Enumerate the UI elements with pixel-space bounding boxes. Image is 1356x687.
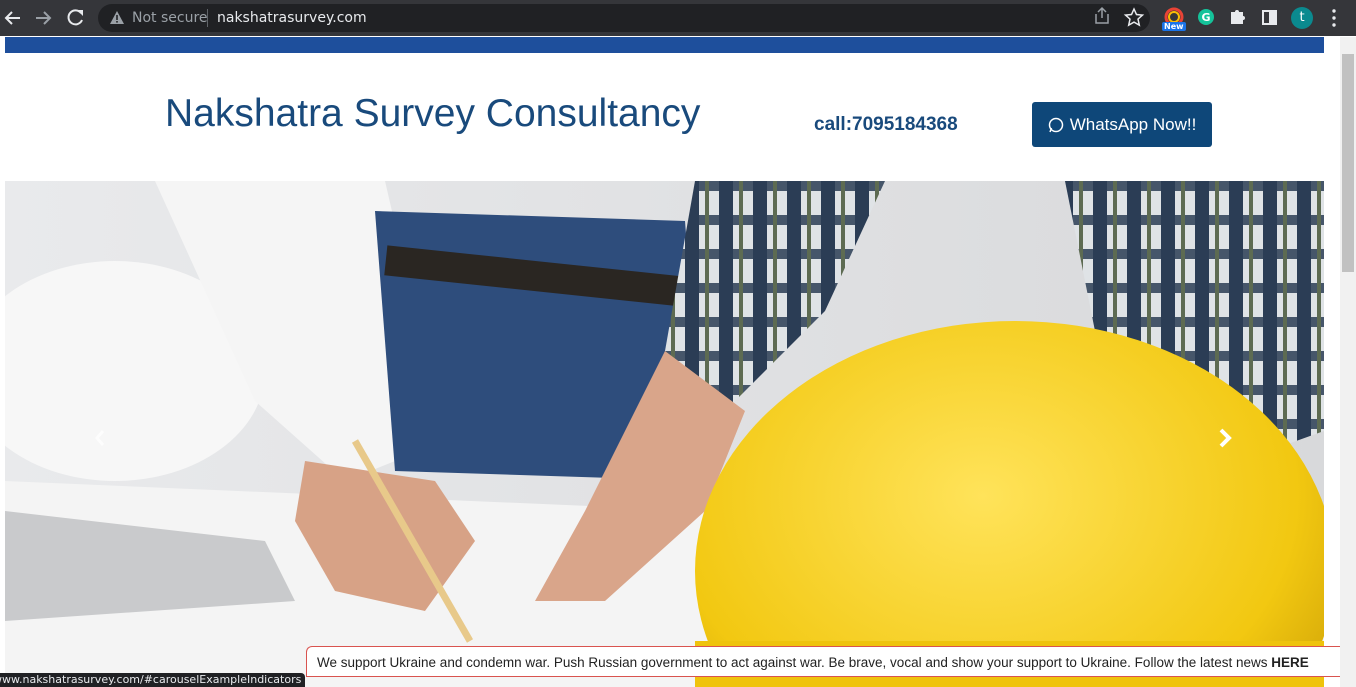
- top-bar: [5, 37, 1324, 53]
- hero-carousel: [5, 181, 1324, 687]
- whatsapp-icon: [1048, 117, 1063, 132]
- whatsapp-button[interactable]: WhatsApp Now!!: [1032, 102, 1212, 147]
- svg-text:G: G: [1201, 11, 1210, 24]
- url[interactable]: nakshatrasurvey.com: [217, 10, 367, 26]
- whatsapp-label: WhatsApp Now!!: [1069, 114, 1197, 134]
- site-title: Nakshatra Survey Consultancy: [165, 92, 701, 135]
- browser-toolbar: Not secure nakshatrasurvey.com G New t: [0, 0, 1356, 36]
- scrollbar-thumb[interactable]: [1342, 54, 1354, 272]
- status-bar: www.nakshatrasurvey.com/#carouselExample…: [0, 673, 306, 687]
- separator: [207, 9, 208, 27]
- security-label: Not secure: [132, 10, 208, 26]
- support-banner: We support Ukraine and condemn war. Push…: [306, 646, 1340, 677]
- banner-text: We support Ukraine and condemn war. Push…: [317, 655, 1268, 670]
- profile-avatar[interactable]: t: [1291, 7, 1313, 29]
- nav-buttons[interactable]: [0, 0, 96, 36]
- banner-link[interactable]: HERE: [1271, 655, 1309, 670]
- toolbar-icons[interactable]: G: [1090, 0, 1350, 36]
- extension-badge: New: [1162, 22, 1186, 31]
- address-bar[interactable]: [98, 4, 1150, 32]
- warning-icon: [110, 11, 124, 24]
- phone[interactable]: call:7095184368: [814, 114, 958, 135]
